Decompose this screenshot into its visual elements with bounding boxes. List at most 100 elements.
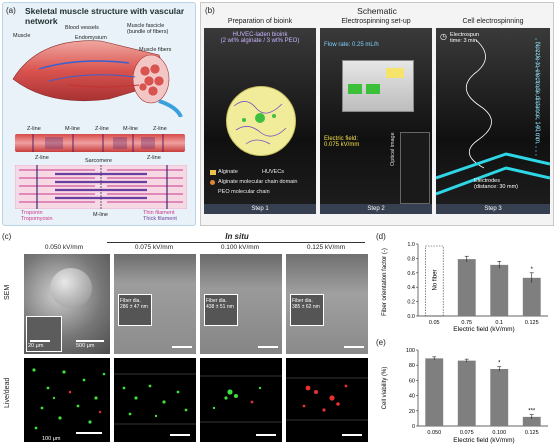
chart-e-annotation: *** — [528, 409, 536, 415]
scale-label-20um: 20 μm — [28, 343, 44, 349]
optical-image-label: Optical image — [390, 132, 396, 166]
fiber-dia-0100: Fiber dia. 438 ± 51 nm — [206, 298, 234, 310]
sem-inset-0125 — [290, 294, 324, 326]
panel-a-title: Skeletal muscle structure with vascular … — [25, 6, 185, 26]
chart-d-ytick-label: 0.2 — [407, 300, 415, 306]
chart-d-ytick-label: 1.0 — [407, 242, 415, 248]
pump-panel-yellow — [386, 68, 404, 78]
chart-d: Fiber orientation factor (-) Electric fi… — [382, 242, 548, 333]
scale-bar-500um — [76, 340, 104, 342]
chart-e-xtick-label: 0.075 — [460, 430, 474, 436]
chart-e-ytick-label: 80 — [409, 363, 415, 369]
label-thick-filament: Thick filament — [143, 216, 177, 222]
flow-rate: Flow rate: 0.25 mL/h — [324, 42, 379, 48]
nozzle-distance: Nozzle-to-electrode distance: 140 mm — [534, 42, 540, 144]
step1-header: Preparation of bioink — [227, 18, 293, 25]
label-sarcomere: Sarcomere — [85, 158, 112, 164]
sem-0050: 20 μm 500 μm — [24, 254, 110, 354]
sem-inset-0075 — [118, 294, 152, 326]
row-sem: SEM — [4, 284, 11, 300]
scale-bar-20um — [30, 340, 50, 342]
chart-e-bar — [457, 360, 476, 426]
step3-footer: Step 3 — [436, 204, 550, 214]
panel-d-letter: (d) — [376, 232, 386, 241]
chart-e-xtick-label: 0.050 — [427, 430, 441, 436]
panel-b-title: Schematic — [357, 6, 397, 16]
myofibril-bands — [32, 134, 164, 152]
col-0075: 0.075 kV/mm — [134, 244, 174, 251]
in-situ-label: In situ — [225, 232, 249, 241]
chart-e-annotation: * — [498, 361, 501, 367]
pump-panel-green — [348, 84, 362, 94]
label-muscle: Muscle — [13, 33, 31, 39]
jet-spiral — [436, 38, 550, 196]
label-zline-5: Z-line — [147, 155, 161, 161]
in-situ-rule — [107, 242, 365, 243]
label-thin-filament: Thin filament — [143, 210, 175, 216]
chart-e-xtick-label: 0.125 — [525, 430, 539, 436]
chart-e-xlabel: Electric field (kV/mm) — [453, 437, 514, 444]
label-mline-1: M-line — [65, 126, 80, 132]
step3-scene: ◷ Electrospun time: 3 min Nozzle-to-elec… — [436, 28, 550, 214]
scale-label-100um: 100 μm — [42, 436, 61, 442]
label-troponin: Troponin — [21, 210, 43, 216]
chart-d-ytick-label: 0.4 — [407, 285, 415, 291]
legend-huvecs: HUVECs — [262, 169, 285, 175]
chart-d-ylabel: Fiber orientation factor (-) — [382, 248, 388, 316]
label-zline-4: Z-line — [35, 155, 49, 161]
spin-time: Electrospun time: 3 min — [450, 32, 480, 44]
label-zline-1: Z-line — [27, 126, 41, 132]
pump-panel-green-2 — [366, 84, 380, 94]
chart-d-xlabel: Electric field (kV/mm) — [453, 326, 514, 333]
row-live-dead: Live/dead — [4, 377, 11, 408]
chart-d-bar — [457, 259, 476, 316]
chart-d-xtick-label: 0.75 — [461, 320, 472, 326]
chart-d-xtick-label: 0.05 — [429, 320, 440, 326]
label-muscle-fibers: Muscle fibers — [139, 47, 172, 53]
col-0100: 0.100 kV/mm — [220, 244, 260, 251]
bioink-chains — [233, 101, 287, 145]
panel-e-letter: (e) — [376, 338, 386, 347]
label-endomysium: Endomysium — [75, 35, 107, 41]
sem-droplet — [50, 268, 92, 308]
step2-footer: Step 2 — [320, 204, 432, 214]
chart-e-ytick-label: 0 — [412, 424, 415, 430]
chart-d-xtick-label: 0.1 — [495, 320, 503, 326]
chart-e-bar — [490, 369, 509, 426]
label-tropomyosin: Tropomyosin — [21, 216, 53, 222]
chart-d-annotation: No fiber — [432, 269, 438, 290]
legend-alginate-swatch — [210, 170, 216, 175]
livedead-0075 — [114, 358, 196, 442]
legend-chain-swatch — [210, 180, 215, 185]
step1-footer: Step 1 — [204, 204, 316, 214]
chart-e-ytick-label: 100 — [406, 348, 415, 354]
label-mline-3: M-line — [93, 212, 108, 218]
chart-e-ytick-label: 40 — [409, 394, 415, 400]
legend-alginate-chain: Alginate molecular chain domain — [218, 179, 298, 185]
panel-b: (b) Schematic Preparation of bioink HUVE… — [200, 2, 554, 226]
label-mline-2: M-line — [123, 126, 138, 132]
sem-0125: Fiber dia. 385 ± 62 nm — [286, 254, 368, 354]
sem-inset — [26, 316, 62, 352]
chart-d-xtick-label: 0.125 — [525, 320, 539, 326]
bioink-label: HUVEC-laden bioink (2 wt% alginate / 3 w… — [220, 32, 300, 44]
electric-field: Electric field: 0.075 kV/mm — [324, 136, 360, 148]
panel-c-letter: (c) — [2, 232, 12, 241]
fiber-dia-0075: Fiber dia. 286 ± 47 nm — [120, 298, 148, 310]
chart-e-bar — [425, 358, 444, 426]
chart-d-ytick-label: 0.0 — [407, 314, 415, 320]
panel-a-letter: (a) — [6, 6, 16, 15]
chart-d-empty-bar — [425, 245, 444, 317]
step2-header: Electrospinning set-up — [341, 18, 411, 25]
scale-bar-0100 — [258, 346, 278, 348]
muscle-illustration — [12, 40, 183, 117]
col-0050: 0.050 kV/mm — [44, 244, 84, 251]
sem-inset-0100 — [204, 294, 238, 326]
chart-d-bar — [490, 264, 509, 316]
step1-scene: HUVEC-laden bioink (2 wt% alginate / 3 w… — [204, 28, 316, 214]
step2-scene: Flow rate: 0.25 mL/h Electric field: 0.0… — [320, 28, 432, 214]
scale-label-500um: 500 μm — [76, 343, 95, 349]
chart-d-annotation: * — [531, 267, 534, 273]
chart-e: Cell viability (%) Electric field (kV/mm… — [382, 348, 548, 444]
legend-peo-chain: PEO molecular chain — [218, 189, 270, 195]
